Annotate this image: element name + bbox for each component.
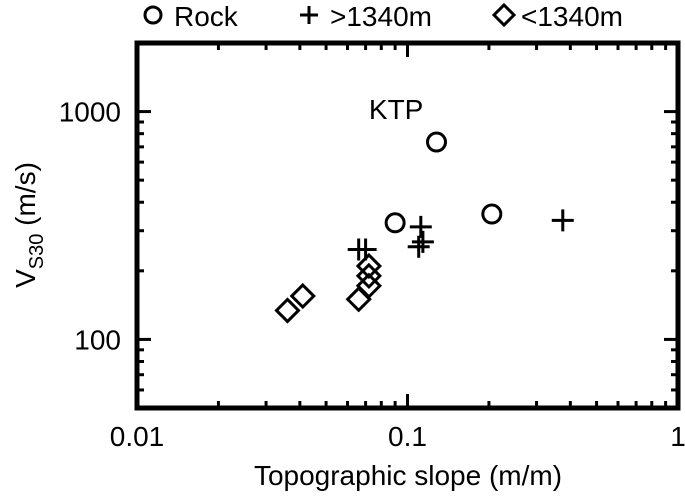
legend: Rock >1340m <1340m [143, 1, 623, 32]
data-marks: KTP [274, 94, 574, 324]
y-tick-label: 100 [74, 324, 121, 355]
legend-label-rock: Rock [174, 1, 239, 32]
legend-marker-below-1340m [491, 2, 517, 28]
x-axis-label: Topographic slope (m/m) [254, 460, 562, 491]
y-tick-label: 1000 [59, 97, 121, 128]
point-circle-1 [384, 212, 406, 234]
x-tick-label: 1 [670, 421, 685, 452]
point-diamond-2 [345, 286, 372, 313]
point-plus-5 [551, 209, 574, 232]
point-diamond-0 [274, 297, 301, 324]
x-tick-label: 0.1 [388, 421, 427, 452]
point-plus-2 [409, 215, 432, 238]
y-axis-label-sub: S30 [26, 234, 48, 270]
svg-text:VS30 (m/s): VS30 (m/s) [10, 162, 48, 288]
legend-label-below-1340m: <1340m [521, 1, 623, 32]
legend-marker-above-1340m [300, 6, 318, 24]
legend-marker-rock [143, 5, 163, 25]
x-tick-label: 0.01 [110, 421, 165, 452]
point-diamond-5 [355, 252, 383, 280]
point-plus-3 [411, 230, 434, 253]
annotation-ktp: KTP [369, 94, 423, 125]
point-diamond-1 [289, 282, 316, 310]
y-axis-label-unit: (m/s) [10, 162, 41, 234]
point-circle-2 [481, 203, 503, 225]
legend-label-above-1340m: >1340m [330, 1, 432, 32]
y-axis-label-main: V [10, 269, 41, 288]
y-axis-label: VS30 (m/s) [10, 162, 48, 288]
point-plus-4 [407, 235, 430, 258]
point-circle-0 [426, 131, 448, 153]
axis-ticks: 0.01 0.1 1 100 1000 [59, 41, 685, 452]
point-diamond-4 [355, 262, 383, 290]
point-diamond-3 [355, 272, 383, 299]
